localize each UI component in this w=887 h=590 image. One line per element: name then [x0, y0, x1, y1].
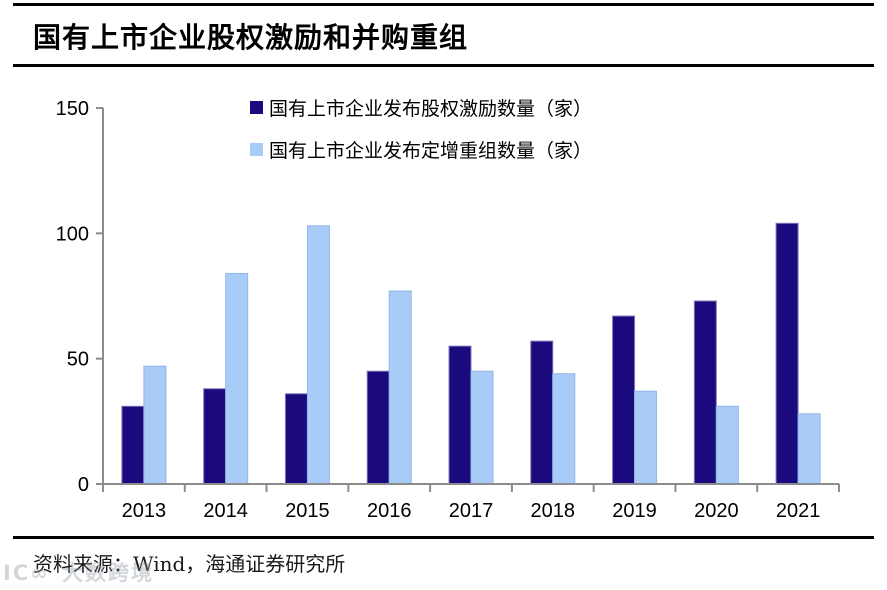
- bar-series1-2018: [552, 373, 576, 485]
- bar-series1-2021: [797, 413, 821, 485]
- x-tick-label-2018: 2018: [531, 500, 576, 522]
- bar-series0-2019: [612, 315, 636, 485]
- bar-series0-2013: [121, 405, 145, 485]
- bar-series1-2017: [470, 370, 494, 485]
- x-tick-label-2015: 2015: [285, 500, 330, 522]
- legend-label-equity-incentive: 国有上市企业发布股权激励数量（家）: [269, 98, 593, 120]
- chart-title: 国有上市企业股权激励和并购重组: [33, 21, 469, 54]
- legend-item-restructuring: 国有上市企业发布定增重组数量（家）: [250, 136, 592, 163]
- bar-series1-2019: [634, 390, 658, 485]
- source-note: 资料来源：Wind，海通证券研究所: [33, 552, 346, 576]
- x-tick-label-2019: 2019: [612, 500, 657, 522]
- watermark: IC∞ 大数跨境: [3, 557, 154, 587]
- legend-swatch-equity-incentive: [250, 101, 263, 114]
- bar-series0-2020: [693, 300, 717, 485]
- bar-series0-2014: [203, 388, 227, 485]
- title-underline-rule: [13, 64, 874, 67]
- bar-series0-2018: [530, 340, 554, 485]
- y-tick-label-0: 0: [78, 474, 89, 496]
- watermark-logo-icon: IC∞: [3, 561, 50, 585]
- bar-series1-2015: [306, 225, 330, 485]
- x-tick-label-2014: 2014: [203, 500, 248, 522]
- watermark-text: 大数跨境: [62, 561, 155, 585]
- bar-series1-2014: [225, 272, 249, 485]
- x-tick-label-2016: 2016: [367, 500, 412, 522]
- legend-item-equity-incentive: 国有上市企业发布股权激励数量（家）: [250, 94, 592, 121]
- bar-series0-2016: [366, 370, 390, 485]
- y-tick-label-150: 150: [56, 98, 89, 120]
- bar-series1-2013: [143, 365, 167, 485]
- chart-legend: 国有上市企业发布股权激励数量（家） 国有上市企业发布定增重组数量（家）: [250, 94, 592, 163]
- y-tick-label-50: 50: [67, 349, 89, 371]
- x-tick-label-2020: 2020: [694, 500, 739, 522]
- top-rule: [13, 3, 874, 6]
- legend-label-restructuring: 国有上市企业发布定增重组数量（家）: [269, 140, 593, 162]
- y-tick-label-100: 100: [56, 223, 89, 245]
- x-tick-label-2021: 2021: [776, 500, 821, 522]
- legend-swatch-restructuring: [250, 143, 263, 156]
- bar-series0-2021: [775, 222, 799, 485]
- bar-series0-2017: [448, 345, 472, 485]
- x-tick-label-2013: 2013: [122, 500, 167, 522]
- bar-series0-2015: [284, 393, 308, 485]
- bottom-rule: [13, 536, 874, 539]
- bar-series1-2016: [388, 290, 412, 485]
- x-tick-label-2017: 2017: [449, 500, 494, 522]
- bar-series1-2020: [715, 405, 739, 485]
